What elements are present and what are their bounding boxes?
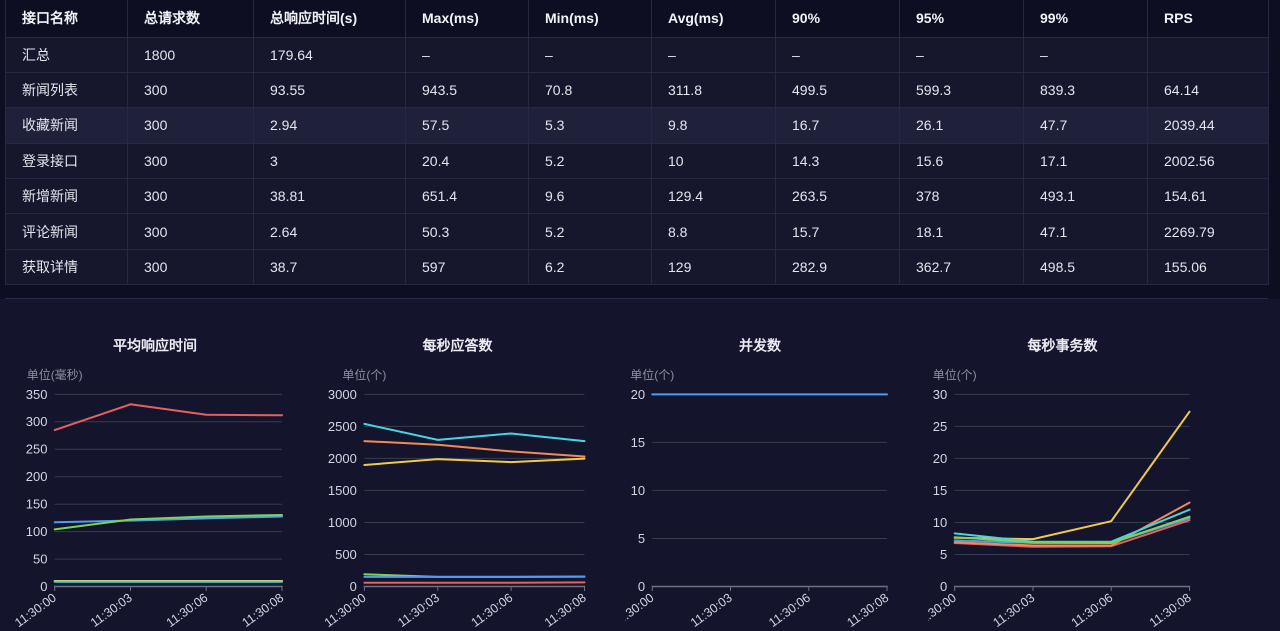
svg-text:0: 0	[940, 579, 947, 594]
svg-text:单位(个): 单位(个)	[933, 367, 977, 382]
svg-text:0: 0	[40, 579, 47, 594]
svg-text:50: 50	[33, 552, 47, 567]
svg-text:并发数: 并发数	[739, 338, 782, 354]
svg-text:300: 300	[26, 414, 48, 429]
svg-text:5: 5	[638, 531, 645, 546]
svg-text:30: 30	[933, 387, 947, 402]
svg-text:11:30:08: 11:30:08	[239, 591, 286, 630]
svg-text:15: 15	[631, 435, 645, 450]
svg-text:20: 20	[631, 387, 645, 402]
svg-text:11:30:06: 11:30:06	[766, 591, 813, 630]
svg-text:单位(个): 单位(个)	[630, 367, 674, 382]
svg-text:15: 15	[933, 483, 947, 498]
svg-text:11:30:03: 11:30:03	[88, 591, 135, 630]
svg-text:350: 350	[26, 387, 48, 402]
svg-text:11:30:06: 11:30:06	[164, 591, 211, 630]
svg-text:11:30:06: 11:30:06	[1069, 591, 1116, 630]
svg-text:1500: 1500	[328, 483, 357, 498]
svg-text:25: 25	[933, 419, 947, 434]
svg-text:11:30:08: 11:30:08	[1147, 591, 1194, 630]
svg-text:平均响应时间: 平均响应时间	[113, 338, 197, 354]
svg-text:每秒事务数: 每秒事务数	[1028, 338, 1099, 354]
svg-text:5: 5	[940, 547, 947, 562]
svg-text:11:30:08: 11:30:08	[844, 591, 891, 630]
svg-text:单位(个): 单位(个)	[342, 367, 386, 382]
svg-text:500: 500	[335, 547, 357, 562]
svg-text:11:30:08: 11:30:08	[542, 591, 589, 630]
svg-text:10: 10	[933, 515, 947, 530]
svg-text:150: 150	[26, 497, 48, 512]
svg-text:11:30:03: 11:30:03	[688, 591, 735, 630]
svg-text:250: 250	[26, 442, 48, 457]
svg-text:100: 100	[26, 524, 48, 539]
svg-text:0: 0	[350, 579, 357, 594]
svg-text:10: 10	[631, 483, 645, 498]
svg-text:2000: 2000	[328, 451, 357, 466]
svg-text:200: 200	[26, 469, 48, 484]
svg-text:0: 0	[638, 579, 645, 594]
svg-text:11:30:03: 11:30:03	[990, 591, 1037, 630]
svg-text:3000: 3000	[328, 387, 357, 402]
svg-text:11:30:00: 11:30:00	[322, 591, 369, 630]
svg-text:2500: 2500	[328, 419, 357, 434]
svg-text:1000: 1000	[328, 515, 357, 530]
svg-text:20: 20	[933, 451, 947, 466]
svg-text:11:30:00: 11:30:00	[12, 591, 59, 630]
svg-text:11:30:06: 11:30:06	[469, 591, 516, 630]
svg-text:11:30:03: 11:30:03	[395, 591, 442, 630]
svg-text:每秒应答数: 每秒应答数	[423, 338, 494, 354]
svg-text:11:30:00: 11:30:00	[610, 591, 657, 630]
svg-text:11:30:00: 11:30:00	[912, 591, 959, 630]
svg-text:单位(毫秒): 单位(毫秒)	[27, 367, 83, 382]
